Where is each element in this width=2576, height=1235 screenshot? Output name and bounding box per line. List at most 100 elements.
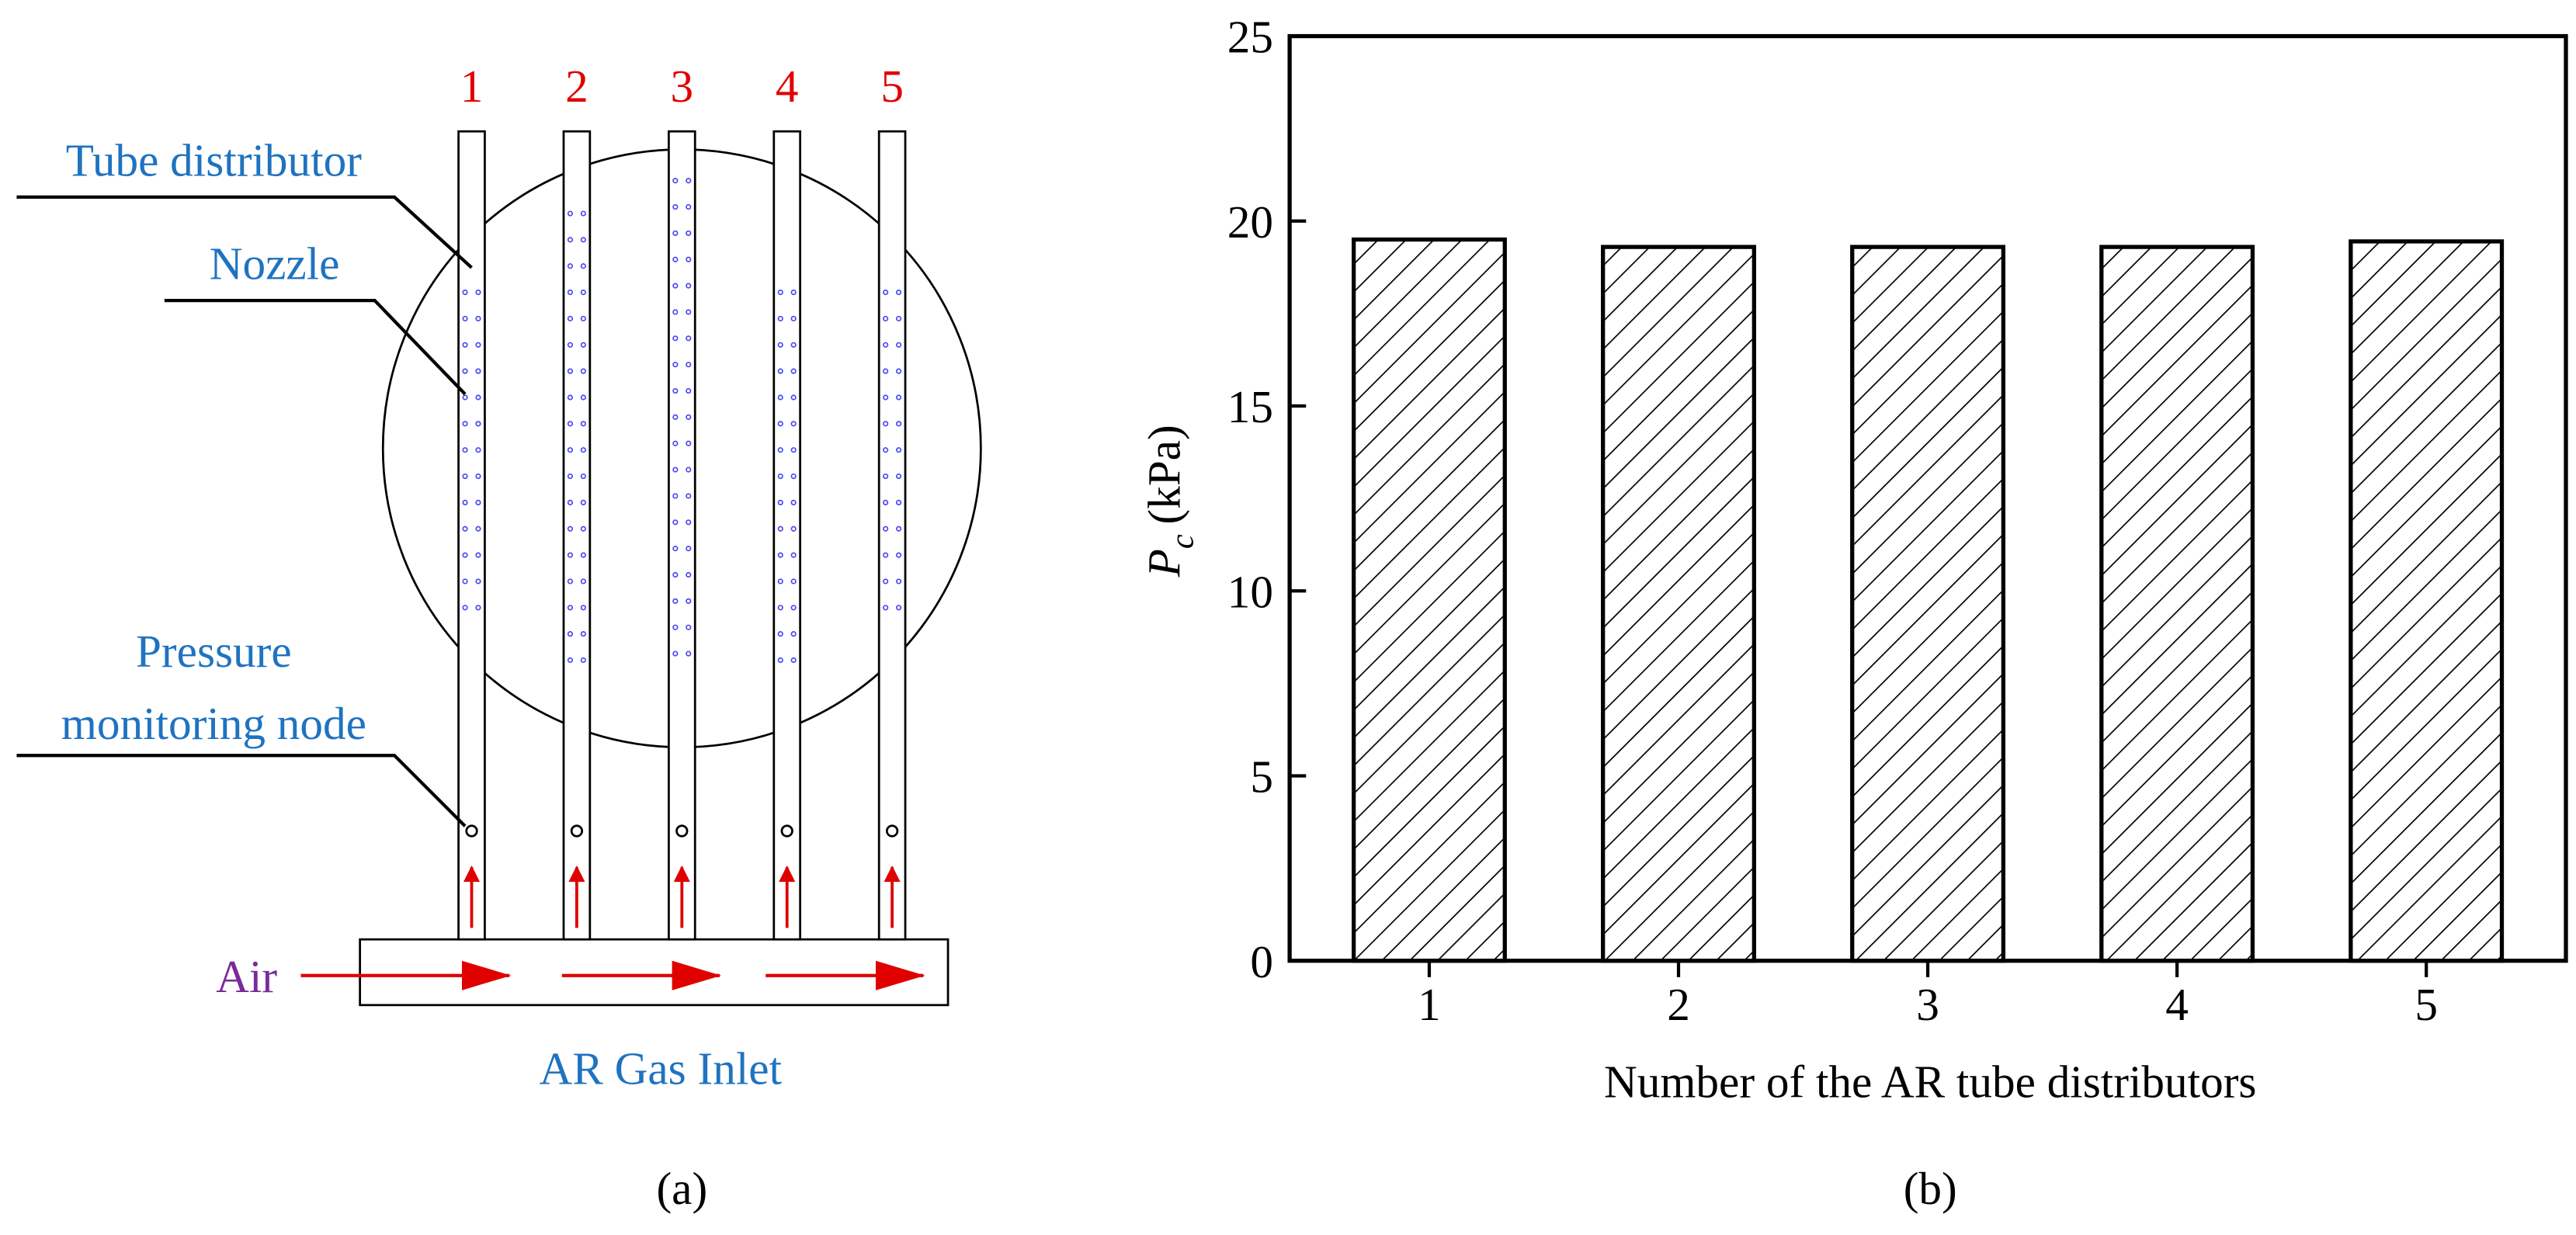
- diagram: 1 2 3 4 5 Tube distributor Nozzle Pressure m…: [16, 61, 982, 1214]
- nozzle: [580, 342, 586, 348]
- y-label-symbol: P: [1138, 549, 1189, 578]
- nozzle: [686, 519, 692, 526]
- nozzle: [883, 526, 889, 532]
- nozzle: [475, 289, 481, 296]
- nozzle: [462, 394, 468, 401]
- nozzle: [462, 552, 468, 558]
- tube-number: 1: [460, 61, 484, 112]
- label: Air: [216, 951, 277, 1002]
- nozzle: [462, 605, 468, 611]
- nozzle: [672, 650, 679, 657]
- nozzle: [672, 309, 679, 315]
- nozzle: [475, 394, 481, 401]
- y-tick-label: 15: [1227, 381, 1273, 432]
- nozzle: [580, 578, 586, 585]
- nozzle: [462, 447, 468, 453]
- nozzle: [567, 552, 574, 558]
- nozzle: [777, 631, 783, 637]
- nozzle: [567, 263, 574, 269]
- tube: [772, 130, 802, 941]
- y-axis-label: Pc (kPa): [1138, 425, 1200, 578]
- tube-number: 2: [565, 61, 588, 112]
- nozzle: [475, 473, 481, 480]
- nozzle: [475, 605, 481, 611]
- nozzle: [790, 631, 797, 637]
- nozzle: [672, 546, 679, 552]
- nozzle: [672, 519, 679, 526]
- nozzle: [672, 493, 679, 499]
- nozzle: [686, 493, 692, 499]
- nozzle: [790, 368, 797, 374]
- nozzle: [567, 526, 574, 532]
- nozzle: [686, 283, 692, 289]
- tube: [457, 130, 486, 941]
- nozzle: [475, 315, 481, 322]
- nozzle: [883, 552, 889, 558]
- nozzle: [686, 571, 692, 578]
- nozzle: [686, 467, 692, 473]
- tube: [877, 130, 907, 941]
- pressure-node: [465, 824, 478, 838]
- nozzle: [895, 342, 902, 348]
- y-tick-label: 25: [1227, 12, 1273, 63]
- bar: [1601, 245, 1756, 963]
- nozzle: [895, 315, 902, 322]
- nozzle: [777, 368, 783, 374]
- nozzle: [686, 230, 692, 237]
- nozzle: [777, 315, 783, 322]
- x-tick-label: 5: [2415, 979, 2438, 1030]
- label: Pressure: [136, 626, 292, 677]
- nozzle: [672, 624, 679, 630]
- nozzle: [895, 605, 902, 611]
- leader-line: [16, 195, 473, 269]
- nozzle: [672, 467, 679, 473]
- pressure-node: [675, 824, 689, 838]
- nozzle: [777, 394, 783, 401]
- nozzle: [895, 526, 902, 532]
- bar: [1351, 237, 1507, 963]
- nozzle: [580, 657, 586, 664]
- bar: [2099, 245, 2255, 963]
- label: Nozzle: [210, 238, 340, 290]
- nozzle: [580, 605, 586, 611]
- nozzle: [777, 473, 783, 480]
- leader-line: [16, 754, 467, 827]
- pressure-node: [780, 824, 793, 838]
- tube-number: 4: [776, 61, 799, 112]
- nozzle: [790, 526, 797, 532]
- nozzle: [777, 605, 783, 611]
- x-tick-label: 1: [1418, 979, 1441, 1030]
- nozzle: [567, 394, 574, 401]
- nozzle: [567, 368, 574, 374]
- nozzle: [777, 289, 783, 296]
- nozzle: [672, 203, 679, 210]
- nozzle: [777, 657, 783, 664]
- nozzle: [895, 578, 902, 585]
- nozzle: [567, 421, 574, 427]
- nozzle: [790, 342, 797, 348]
- nozzle: [580, 631, 586, 637]
- nozzle: [672, 387, 679, 394]
- pressure-node: [885, 824, 899, 838]
- y-label-unit: (kPa): [1138, 425, 1189, 524]
- nozzle: [883, 473, 889, 480]
- nozzle: [686, 335, 692, 342]
- nozzle: [567, 289, 574, 296]
- nozzle: [883, 342, 889, 348]
- x-tick-label: 3: [1916, 979, 1939, 1030]
- nozzle: [777, 552, 783, 558]
- nozzle: [462, 289, 468, 296]
- nozzle: [895, 447, 902, 453]
- plot-frame: [1287, 33, 2568, 963]
- nozzle: [567, 605, 574, 611]
- chart: (b) Number of the AR tube distributors P…: [1138, 12, 2568, 1214]
- nozzle: [672, 598, 679, 604]
- nozzle: [895, 552, 902, 558]
- nozzle: [790, 394, 797, 401]
- nozzle: [686, 178, 692, 184]
- nozzle: [883, 289, 889, 296]
- nozzle: [895, 473, 902, 480]
- nozzle: [475, 526, 481, 532]
- nozzle: [672, 230, 679, 237]
- nozzle: [672, 256, 679, 262]
